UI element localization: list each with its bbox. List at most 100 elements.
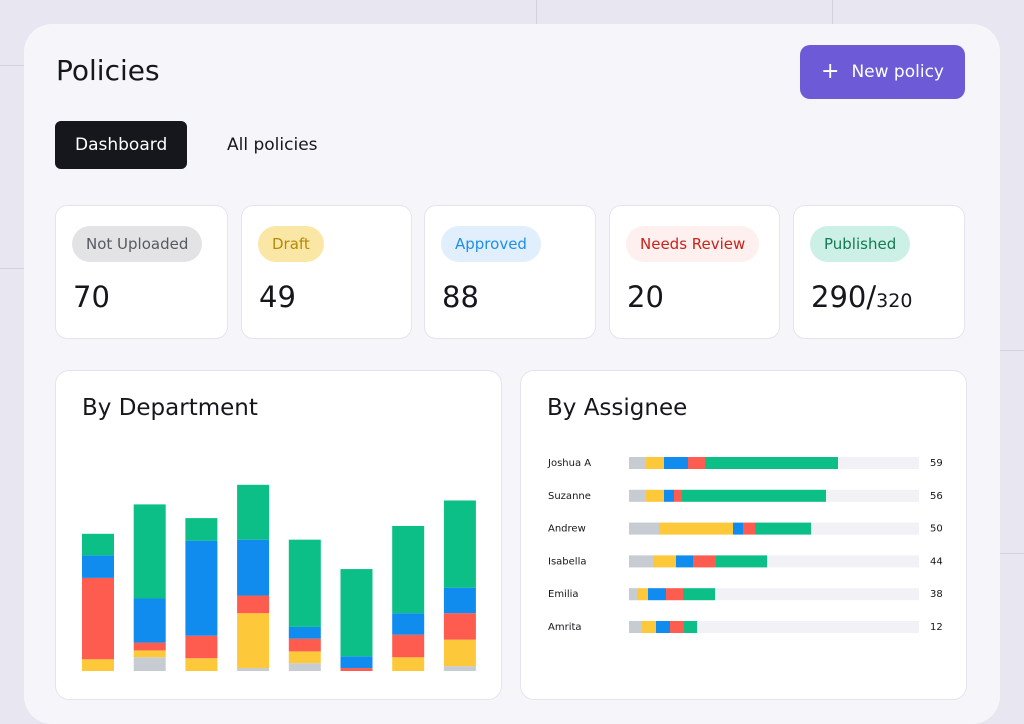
- bar-segment: [733, 522, 743, 535]
- stat-value: 49: [259, 280, 296, 314]
- assignee-name: Amrita: [548, 622, 582, 633]
- stat-value: 20: [627, 280, 664, 314]
- bar-segment: [659, 522, 733, 535]
- assignee-chart: Joshua A 59 Suzanne 56 Andrew 50 Isabella 44 Emi…: [547, 457, 943, 633]
- bar-segment: [392, 634, 425, 658]
- tab[interactable]: All policies: [227, 135, 318, 155]
- status-badge: Draft: [258, 226, 324, 262]
- bar-segment: [185, 635, 218, 659]
- bar-segment: [288, 651, 321, 664]
- count: 20: [627, 280, 664, 314]
- count: 290: [811, 280, 867, 314]
- bar-segment: [629, 522, 659, 535]
- stat-value: 70: [73, 280, 110, 314]
- bar-segment: [237, 613, 270, 669]
- bar-segment: [237, 595, 270, 614]
- main-card: Policies + New policy Dashboard All polic…: [24, 24, 1000, 724]
- bar-segment: [82, 659, 114, 671]
- bar-segment: [755, 522, 811, 535]
- bar-segment: [688, 457, 705, 469]
- stat-card: Needs Review 20: [609, 205, 780, 339]
- panel-title: By Assignee: [547, 395, 688, 421]
- total-label: 38: [930, 589, 943, 600]
- bar-segment: [392, 613, 425, 635]
- bar-segment: [670, 621, 684, 633]
- bar-segment: [288, 638, 321, 652]
- bar-segment: [133, 650, 166, 658]
- bar-segment: [82, 555, 114, 578]
- total-label: 12: [930, 622, 943, 633]
- count: 70: [73, 280, 110, 314]
- bar-segment: [646, 457, 664, 469]
- bar-segment: [443, 500, 476, 588]
- total-label: 50: [930, 524, 943, 535]
- bar-segment: [133, 657, 166, 671]
- bar-segment: [340, 569, 373, 657]
- bar-segment: [629, 588, 637, 601]
- bar-segment: [133, 504, 166, 599]
- bar-segment: [340, 668, 373, 671]
- stat-card: Published 290/320: [793, 205, 965, 339]
- bg-line: [1000, 350, 1024, 351]
- bar-segment: [716, 555, 767, 568]
- bg-line: [832, 0, 833, 24]
- bar-segment: [82, 577, 114, 660]
- assignee-name: Emilia: [548, 589, 579, 600]
- bar-segment: [237, 668, 270, 671]
- bar-segment: [656, 621, 670, 633]
- bar-segment: [743, 522, 755, 535]
- plus-icon: +: [821, 59, 840, 84]
- page-title: Policies: [56, 54, 160, 87]
- separator: /: [866, 280, 877, 314]
- bar-segment: [629, 489, 646, 502]
- bg-line: [536, 0, 537, 24]
- count: 88: [442, 280, 479, 314]
- bar-segment: [288, 663, 321, 671]
- status-badge: Needs Review: [626, 226, 760, 262]
- assignee-name: Joshua A: [547, 458, 591, 469]
- bar-segment: [443, 613, 476, 640]
- bar-segment: [693, 555, 716, 568]
- bar-segment: [237, 539, 270, 596]
- status-badge: Published: [810, 226, 911, 262]
- bar-segment: [683, 588, 715, 601]
- department-panel: By Department: [55, 370, 502, 700]
- bg-line: [0, 268, 24, 269]
- stat-card: Draft 49: [241, 205, 412, 339]
- bar-segment: [185, 540, 218, 636]
- bar-segment: [674, 489, 682, 502]
- tab[interactable]: Dashboard: [55, 121, 188, 169]
- bar-segment: [648, 588, 666, 601]
- bar-segment: [676, 555, 693, 568]
- bg-line: [0, 65, 24, 66]
- count: 49: [259, 280, 296, 314]
- stat-value: 88: [442, 280, 479, 314]
- total-label: 59: [930, 458, 943, 469]
- bar-segment: [133, 642, 166, 651]
- status-badge: Not Uploaded: [72, 226, 203, 262]
- bar-segment: [185, 658, 218, 671]
- bar-segment: [288, 626, 321, 639]
- bar-segment: [82, 533, 114, 556]
- bar-segment: [392, 525, 425, 614]
- bar-segment: [705, 457, 838, 469]
- bg-line: [1000, 553, 1024, 554]
- bar-segment: [664, 457, 688, 469]
- bar-segment: [682, 489, 826, 502]
- bar-segment: [288, 539, 321, 627]
- total-label: 44: [930, 556, 943, 567]
- bar-segment: [340, 656, 373, 669]
- bar-segment: [133, 598, 166, 643]
- assignee-name: Andrew: [548, 524, 586, 535]
- stat-card: Approved 88: [424, 205, 596, 339]
- bar-segment: [666, 588, 683, 601]
- bar-segment: [443, 639, 476, 667]
- assignee-name: Isabella: [548, 556, 586, 567]
- total-label: 56: [930, 491, 943, 502]
- bar-segment: [637, 588, 648, 601]
- status-badge: Approved: [441, 226, 541, 262]
- new-policy-button[interactable]: + New policy: [800, 45, 965, 99]
- total: 320: [876, 290, 913, 312]
- bar-segment: [392, 657, 425, 671]
